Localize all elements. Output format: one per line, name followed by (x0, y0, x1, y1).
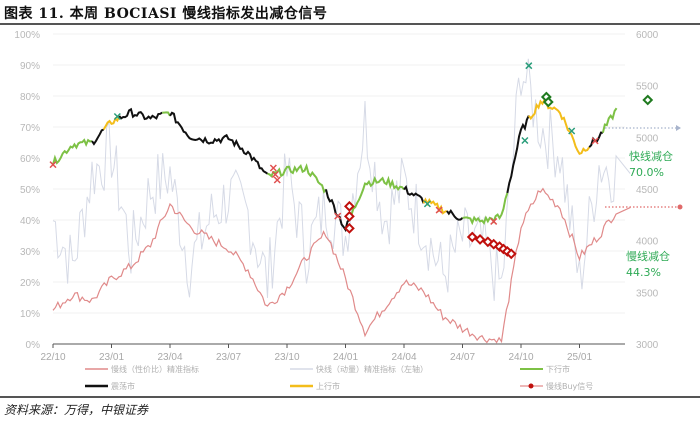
slow-buy-diamond-icon (343, 200, 355, 212)
gridlines (53, 33, 625, 314)
legend-slow-line: 慢线（性价比）精准指标 (111, 364, 199, 374)
left-y-tick: 0% (26, 340, 41, 351)
sell-x-icon (49, 161, 57, 169)
buy-x-icon (521, 136, 529, 145)
x-tick: 23/10 (274, 352, 299, 363)
x-tick: 23/04 (157, 352, 182, 363)
slow-annotation-label: 慢线减仓 (626, 249, 670, 263)
title-divider (0, 23, 700, 25)
figure-title: 图表 11. 本周 BOCIASI 慢线指标发出减仓信号 (4, 6, 328, 22)
source-note: 资料来源：万得，中银证券 (4, 403, 149, 417)
index-range-segment (325, 189, 351, 233)
buy-x-icon (568, 127, 576, 135)
slow-annotation-value: 44.3% (626, 266, 661, 279)
buy-x-icon (423, 200, 431, 208)
slow-buy-diamond-icon (474, 233, 486, 245)
footer-divider (0, 396, 700, 398)
index-range-segment (118, 107, 163, 121)
signal-markers (49, 62, 654, 260)
legend-fast-line: 快线（动量）精准指标（左轴） (316, 364, 428, 374)
left-y-tick: 50% (20, 185, 40, 196)
left-y-tick: 40% (20, 216, 40, 227)
x-tick: 22/10 (40, 352, 65, 363)
slow-buy-diamond-icon (343, 222, 355, 234)
chart: 0% 10% 20% 30% 40% 50% 60% 70% 80% 90% 100% 3000 35… (14, 30, 683, 391)
slow-buy-diamond-icon (343, 210, 355, 222)
index-range-segment (403, 184, 425, 204)
left-y-tick: 20% (20, 278, 40, 289)
right-y-tick: 6000 (636, 30, 659, 41)
right-y-tick: 4000 (636, 237, 659, 248)
x-tick: 24/07 (450, 352, 475, 363)
right-y-tick: 3000 (636, 340, 659, 351)
series (52, 58, 631, 344)
x-tick: 23/01 (99, 352, 124, 363)
index-range-segment (506, 115, 530, 194)
index-down-segment (162, 111, 171, 117)
right-y-tick: 3500 (636, 288, 659, 299)
sell-x-icon (334, 212, 342, 220)
legend-down-market: 下行市 (546, 364, 570, 374)
index-down-segment (462, 192, 509, 226)
left-y-tick: 80% (20, 92, 40, 103)
left-y-axis: 0% 10% 20% 30% 40% 50% 60% 70% 80% 90% 100% (14, 30, 40, 351)
index-range-segment (91, 128, 105, 146)
right-y-tick: 5000 (636, 133, 659, 144)
index-down-segment (52, 138, 93, 165)
legend: 慢线（性价比）精准指标 快线（动量）精准指标（左轴） 下行市 震荡市 上行市 慢… (85, 364, 593, 391)
fast-annotation-value: 70.0% (629, 166, 664, 179)
right-y-axis: 3000 3500 4000 4500 5000 5500 6000 (636, 30, 659, 351)
sell-x-icon (269, 164, 277, 172)
reference-lines (605, 125, 683, 210)
index-up-segment (102, 115, 121, 130)
index-up-segment (527, 98, 591, 155)
index-up-segment (422, 197, 448, 215)
buy-x-icon (113, 112, 121, 121)
index-down-segment (348, 175, 405, 221)
sell-x-icon (271, 170, 279, 179)
fast-sell-diamond-icon (642, 94, 654, 106)
left-y-tick: 90% (20, 61, 40, 72)
left-y-tick: 10% (20, 309, 40, 320)
left-y-tick: 30% (20, 247, 40, 258)
legend-slow-buy: 慢线Buy信号 (546, 381, 593, 391)
annotations: 快线减仓 70.0% 慢线减仓 44.3% (626, 149, 673, 279)
right-y-tick: 5500 (636, 82, 659, 93)
left-y-tick: 100% (14, 30, 40, 41)
x-tick: 23/07 (216, 352, 241, 363)
x-tick: 24/01 (333, 352, 358, 363)
sell-x-icon (490, 217, 498, 225)
sell-x-icon (273, 176, 281, 184)
x-tick: 24/10 (508, 352, 533, 363)
slow-buy-diamond-icon (505, 248, 517, 260)
slow-buy-diamond-icon (466, 231, 478, 243)
left-y-tick: 60% (20, 154, 40, 165)
sell-x-icon (591, 137, 599, 145)
index-range-segment (169, 111, 269, 175)
left-y-tick: 70% (20, 123, 40, 134)
legend-up-market: 上行市 (316, 381, 340, 391)
legend-range-market: 震荡市 (111, 381, 135, 391)
index-down-segment (601, 107, 618, 134)
x-axis: 22/10 23/01 23/04 23/07 23/10 24/01 24/04 24/07… (40, 343, 625, 363)
fast-annotation-label: 快线减仓 (629, 149, 673, 163)
right-y-tick: 4500 (636, 185, 659, 196)
x-tick: 25/01 (567, 352, 592, 363)
x-tick: 24/04 (391, 352, 416, 363)
slow-line-series (52, 187, 631, 344)
sell-x-icon (435, 206, 443, 214)
index-range-segment (446, 208, 464, 221)
buy-x-icon (525, 62, 533, 70)
fast-sell-diamond-icon (542, 96, 554, 108)
